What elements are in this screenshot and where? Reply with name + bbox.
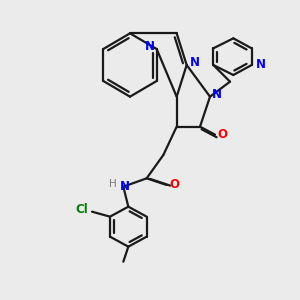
Text: N: N	[190, 56, 200, 70]
Text: Cl: Cl	[76, 203, 88, 216]
Text: O: O	[170, 178, 180, 191]
Text: N: N	[120, 180, 130, 193]
Text: N: N	[212, 88, 222, 101]
Text: O: O	[217, 128, 227, 141]
Text: N: N	[145, 40, 155, 53]
Text: N: N	[256, 58, 266, 71]
Text: H: H	[110, 179, 117, 189]
